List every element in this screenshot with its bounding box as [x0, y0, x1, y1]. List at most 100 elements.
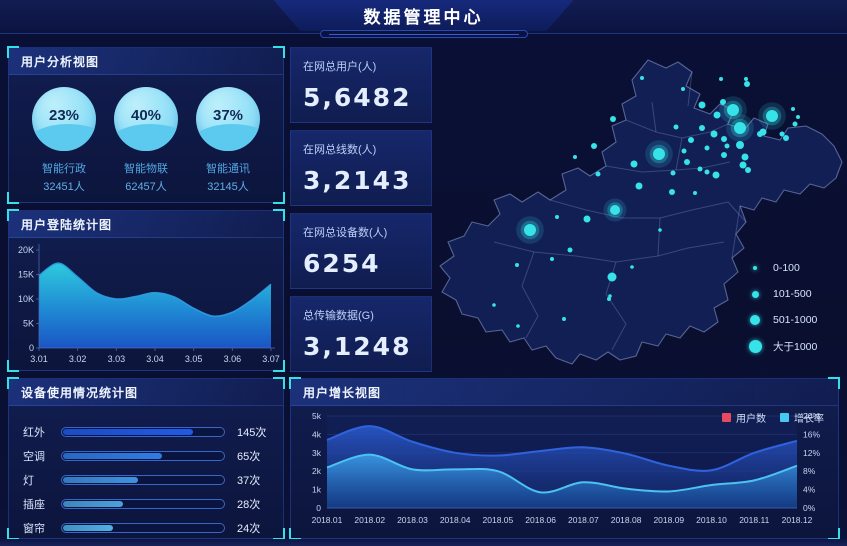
map-data-dot: [684, 159, 690, 165]
panel-title: 设备使用情况统计图: [21, 385, 139, 400]
gauge-wave: [114, 124, 178, 151]
map-data-dot: [727, 104, 739, 116]
gauge-percent: 37%: [212, 107, 244, 124]
stat-card-label: 总传输数据(G): [303, 310, 374, 322]
stat-card: 总传输数据(G) 3,1248: [290, 296, 432, 372]
map-data-dot: [688, 137, 694, 143]
map-data-dot: [492, 303, 496, 307]
map-data-dot: [720, 99, 726, 105]
map-legend-label: 0-100: [773, 262, 800, 274]
map-legend-dot-box: [747, 339, 763, 353]
bar-row: 窗帘 24次: [23, 516, 271, 540]
svg-text:2018.08: 2018.08: [611, 515, 642, 525]
map-data-dot: [681, 148, 687, 154]
svg-text:3.07: 3.07: [262, 354, 280, 364]
map-data-dot: [640, 76, 644, 80]
header-decoration: [319, 30, 528, 38]
bar-value: 145次: [237, 427, 267, 439]
map-data-dot: [516, 324, 520, 328]
map-data-dot: [608, 294, 612, 298]
svg-text:2018.09: 2018.09: [653, 515, 684, 525]
gauge-name: 智能通讯: [206, 163, 250, 175]
svg-text:8%: 8%: [803, 466, 816, 476]
map-data-dot: [635, 182, 643, 190]
map-legend-dot: [751, 290, 759, 298]
map-legend-item: 0-100: [747, 260, 817, 276]
map-legend-dot-box: [747, 266, 763, 270]
header-bar: 数据管理中心: [0, 0, 847, 38]
map-data-dot: [550, 257, 554, 261]
stat-card-label: 在网总用户(人): [303, 61, 377, 73]
panel-user-analysis: 用户分析视图 23% 智能行政 32451人 40% 智能物联 62457人 37% 智能通讯…: [7, 46, 285, 204]
svg-text:3.03: 3.03: [108, 354, 126, 364]
svg-text:3.01: 3.01: [30, 354, 48, 364]
svg-text:0%: 0%: [803, 503, 816, 513]
growth-chart-legend: 用户数 增长率: [722, 410, 824, 425]
bar-value: 24次: [237, 523, 261, 535]
svg-text:4%: 4%: [803, 485, 816, 495]
map-data-dot: [734, 122, 746, 134]
map-data-dot: [607, 297, 611, 301]
stat-card-value: 6254: [303, 249, 381, 278]
svg-text:1k: 1k: [312, 485, 322, 495]
legend-item: 用户数: [722, 410, 766, 425]
panel-title: 用户增长视图: [303, 385, 382, 400]
svg-text:20%: 20%: [803, 411, 820, 421]
corner-bracket: [7, 360, 19, 372]
login-area-chart: 0 5K 10K 15K 20K 3.01 3.02 3.03 3.04 3.05 3.06 3.07: [18, 244, 280, 364]
stat-card: 在网总设备数(人) 6254: [290, 213, 432, 289]
bar-fill: [63, 453, 162, 459]
map-data-dot: [710, 130, 718, 138]
corner-bracket: [273, 377, 285, 389]
corner-bracket: [289, 377, 301, 389]
svg-text:16%: 16%: [803, 429, 820, 439]
map-legend-dot: [753, 266, 757, 270]
bar-fill: [63, 429, 193, 435]
panel-title: 用户分析视图: [21, 54, 100, 69]
header-title-plate: 数据管理中心: [273, 0, 574, 31]
stat-cards: 在网总用户(人) 5,6482 在网总线数(人) 3,2143 在网总设备数(人) 625…: [290, 47, 432, 372]
stat-card-label: 在网总设备数(人): [303, 227, 388, 239]
bar-track: [61, 451, 225, 461]
svg-text:2018.06: 2018.06: [525, 515, 556, 525]
map-data-dot: [573, 155, 577, 159]
map-data-dot: [713, 111, 721, 119]
gauge-item: 23% 智能行政 32451人: [25, 87, 103, 194]
gauge-percent: 40%: [130, 107, 162, 124]
gauge-name: 智能物联: [124, 163, 168, 175]
bar-fill: [63, 525, 114, 531]
corner-bracket: [828, 377, 840, 389]
map-data-dot: [697, 166, 703, 172]
bar-value: 28次: [237, 499, 261, 511]
panel-user-growth: 用户增长视图 用户数 增长率 0 1k 2k 3k 4k 5k 0% 4% 8% 12% 16% 20%…: [289, 377, 840, 540]
map-data-dot: [610, 205, 620, 215]
legend-item: 增长率: [780, 410, 824, 425]
gauge-count: 62457人: [125, 181, 167, 193]
svg-text:10K: 10K: [18, 294, 34, 304]
svg-text:3.02: 3.02: [69, 354, 87, 364]
map-data-dot: [744, 77, 748, 81]
map-legend-item: 101-500: [747, 286, 817, 302]
stat-card-label: 在网总线数(人): [303, 144, 377, 156]
device-usage-bars: 红外 145次 空调 65次灯 37次 插座 28次 窗帘 24次: [9, 406, 283, 540]
map-data-dot: [562, 317, 566, 321]
bar-label: 红外: [23, 427, 45, 439]
bar-label: 窗帘: [23, 523, 45, 535]
svg-text:15K: 15K: [18, 270, 34, 280]
map-legend-label: 101-500: [773, 288, 812, 300]
svg-text:20K: 20K: [18, 245, 34, 255]
corner-bracket: [273, 46, 285, 58]
svg-text:2018.10: 2018.10: [696, 515, 727, 525]
gauge-item: 37% 智能通讯 32145人: [189, 87, 267, 194]
bar-row: 灯 37次: [23, 468, 271, 492]
panel-device-usage: 设备使用情况统计图 红外 145次 空调 65次灯 37次 插座 28次 窗帘 24次: [7, 377, 285, 540]
map-legend-dot: [748, 339, 762, 353]
gauge-wave: [196, 124, 260, 151]
panel-header: 用户增长视图: [291, 379, 838, 406]
corner-bracket: [273, 209, 285, 221]
map-data-dot: [739, 161, 747, 169]
map-data-dot: [736, 141, 744, 149]
map-legend-dot-box: [747, 315, 763, 325]
stat-card: 在网总用户(人) 5,6482: [290, 47, 432, 123]
map-data-dot: [704, 169, 710, 175]
